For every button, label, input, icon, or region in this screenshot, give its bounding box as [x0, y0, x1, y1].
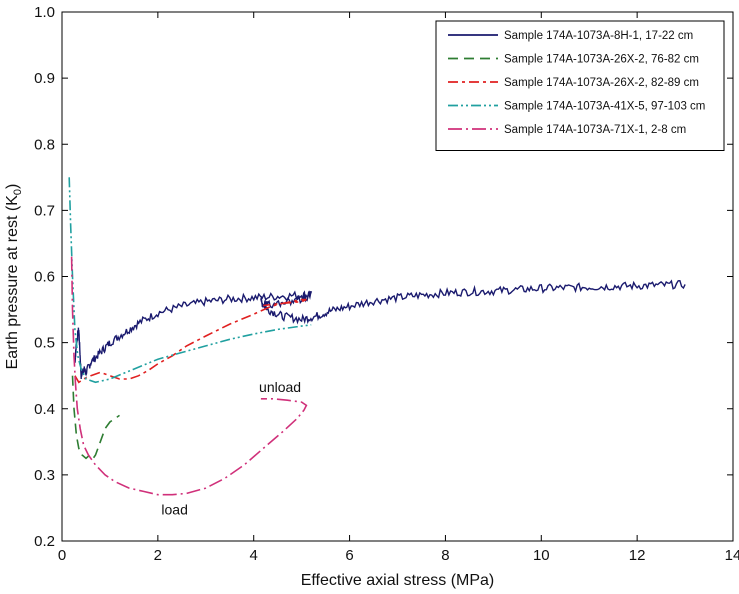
- series-line-4: [68, 177, 312, 384]
- y-tick-label: 0.7: [34, 202, 55, 219]
- x-tick-label: 4: [250, 547, 258, 564]
- series-line-1: [74, 279, 686, 380]
- y-tick-label: 0.6: [34, 269, 55, 286]
- annotations: unload load: [161, 379, 301, 517]
- y-tick-label: 0.3: [34, 467, 55, 484]
- legend: Sample 174A-1073A-8H-1, 17-22 cm Sample 1…: [435, 20, 725, 151]
- legend-label: Sample 174A-1073A-8H-1, 17-22 cm: [504, 30, 693, 42]
- x-tick-label: 10: [533, 547, 550, 564]
- x-tick-label: 8: [441, 547, 449, 564]
- y-axis-title-close: ): [4, 184, 21, 189]
- x-tick-label: 12: [629, 547, 646, 564]
- y-tick-label: 0.2: [34, 533, 55, 550]
- x-tick-label: 6: [345, 547, 353, 564]
- x-tick-label: 2: [154, 547, 162, 564]
- annotation-label: load: [161, 502, 187, 518]
- legend-label: Sample 174A-1073A-26X-2, 76-82 cm: [504, 54, 699, 66]
- y-tick-label: 0.4: [34, 401, 55, 418]
- y-axis-title-subscript: 0: [12, 189, 24, 195]
- y-tick-label: 1.0: [34, 4, 55, 21]
- axis-tick-labels: 0 2 4 6 8 10 12 14 0.2 0.3 0.4 0.5 0.6 0.7 0.8 0.9 1.0: [34, 4, 739, 564]
- y-tick-label: 0.5: [34, 335, 55, 352]
- y-tick-label: 0.8: [34, 136, 55, 153]
- annotation-label: unload: [259, 379, 301, 395]
- y-axis-title: Earth pressure at rest (K0): [4, 184, 24, 370]
- series-line-3: [74, 298, 307, 384]
- x-tick-label: 14: [725, 547, 739, 564]
- x-tick-label: 0: [58, 547, 66, 564]
- x-axis-title: Effective axial stress (MPa): [301, 572, 495, 589]
- axis-ticks: [61, 11, 734, 542]
- series-line-5: [70, 256, 308, 496]
- legend-label: Sample 174A-1073A-26X-2, 82-89 cm: [504, 77, 699, 89]
- series-line-2: [71, 375, 120, 460]
- legend-label: Sample 174A-1073A-71X-1, 2-8 cm: [504, 124, 686, 136]
- legend-label: Sample 174A-1073A-41X-5, 97-103 cm: [504, 101, 705, 113]
- y-axis-title-main: Earth pressure at rest (K: [4, 195, 21, 370]
- series-layer: [68, 177, 686, 496]
- y-tick-label: 0.9: [34, 70, 55, 87]
